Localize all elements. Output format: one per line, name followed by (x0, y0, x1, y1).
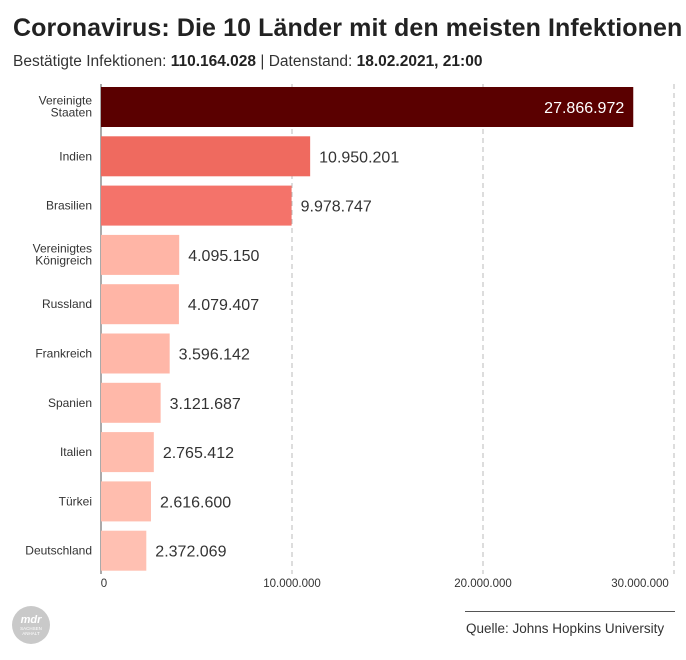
category-label: Indien (59, 149, 92, 163)
category-label: Spanien (48, 396, 92, 410)
logo-sub-text-1: SACHSEN (20, 625, 42, 631)
value-label: 2.765.412 (163, 445, 234, 462)
value-label: 10.950.201 (319, 149, 399, 166)
category-label: Türkei (59, 494, 92, 508)
value-label: 3.596.142 (179, 347, 250, 364)
category-label: Frankreich (35, 347, 92, 361)
category-label: Russland (42, 297, 92, 311)
category-label: Deutschland (25, 544, 92, 558)
chart-subtitle: Bestätigte Infektionen: 110.164.028 | Da… (13, 53, 482, 71)
value-label: 2.372.069 (155, 544, 226, 561)
mdr-logo: mdr SACHSEN ANHALT (12, 606, 50, 644)
bar (101, 136, 311, 177)
data-date: 18.02.2021, 21:00 (356, 53, 483, 70)
subtitle-prefix: Bestätigte Infektionen: (13, 53, 167, 70)
x-tick-label: 30.000.000 (611, 578, 669, 590)
value-label: 4.079.407 (188, 297, 259, 314)
category-label: Vereinigtes (33, 241, 92, 255)
total-infections: 110.164.028 (170, 53, 257, 70)
category-label: Brasilien (46, 199, 92, 213)
bar (101, 382, 161, 423)
bar (101, 481, 151, 522)
category-label: Königreich (35, 253, 92, 267)
value-label: 9.978.747 (301, 199, 372, 216)
x-tick-label: 20.000.000 (454, 578, 512, 590)
logo-sub-text-2: ANHALT (22, 630, 40, 636)
subtitle-separator: | (260, 53, 265, 70)
bar (101, 530, 147, 571)
source-divider (465, 611, 675, 612)
category-label: Italien (60, 445, 92, 459)
category-label: Vereinigte (39, 94, 93, 108)
chart-title: Coronavirus: Die 10 Länder mit den meist… (13, 14, 683, 42)
bar (101, 333, 170, 374)
bar (101, 185, 292, 226)
value-label: 27.866.972 (544, 100, 624, 117)
logo-main-text: mdr (20, 613, 42, 626)
bar (101, 234, 180, 275)
x-tick-label: 10.000.000 (263, 578, 321, 590)
source-credit: Quelle: Johns Hopkins University (466, 621, 665, 636)
bar (101, 432, 154, 473)
x-tick-label: 0 (101, 578, 107, 590)
bar (101, 284, 179, 325)
value-label: 3.121.687 (170, 396, 241, 413)
date-prefix: Datenstand: (268, 53, 353, 70)
bar (101, 87, 634, 127)
category-label: Staaten (51, 106, 92, 120)
value-label: 2.616.600 (160, 494, 231, 511)
value-label: 4.095.150 (188, 248, 259, 265)
